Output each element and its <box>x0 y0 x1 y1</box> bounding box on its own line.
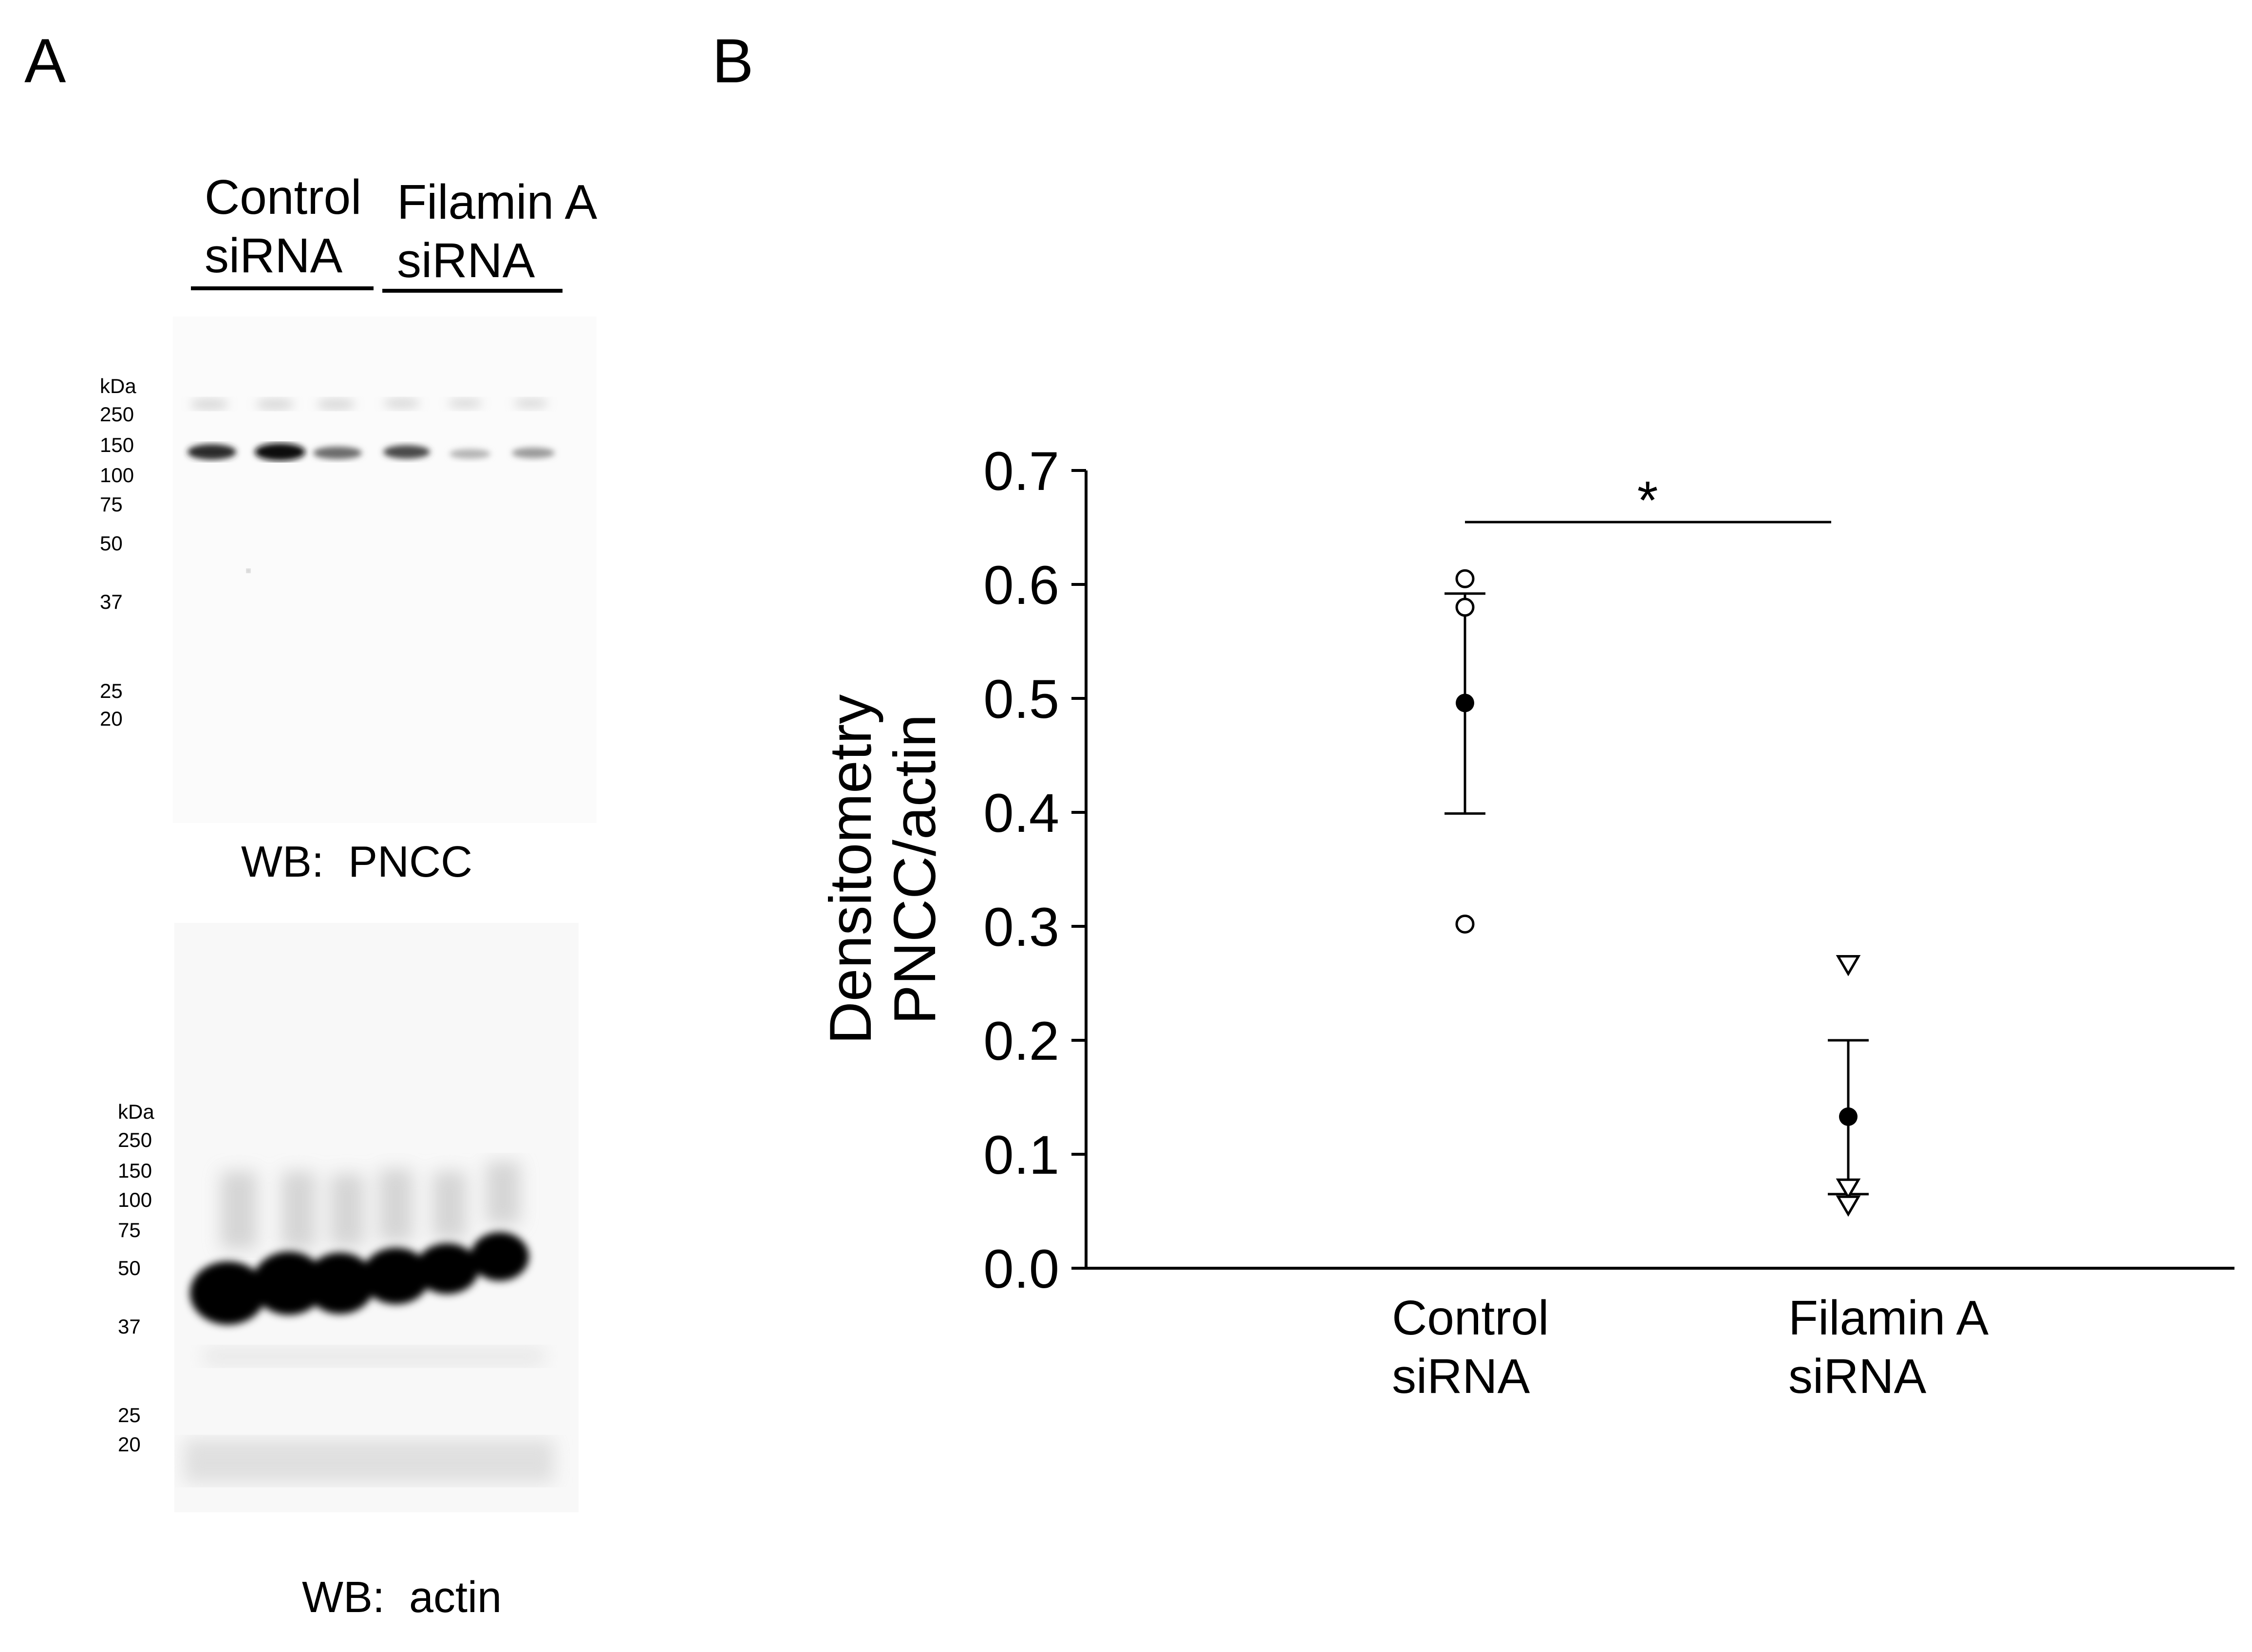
pncc-caption: WB: PNCC <box>241 838 473 886</box>
actin-marker-20: 20 <box>118 1433 141 1456</box>
actin-marker-unit: kDa <box>118 1100 154 1123</box>
actin-marker-75: 75 <box>118 1219 141 1241</box>
significance-star: * <box>1637 470 1658 530</box>
lane-underline-filamin <box>382 289 563 293</box>
blot-panel: Control siRNA Filamin A siRNA <box>0 0 682 1652</box>
actin-marker-150: 150 <box>118 1159 152 1182</box>
pncc-marker-25: 25 <box>100 679 123 702</box>
mean-marker <box>1456 694 1474 713</box>
y-tick-label: 0.1 <box>983 1125 1059 1185</box>
lane-label-control-line1: Control <box>205 170 362 225</box>
actin-caption: WB: actin <box>302 1573 502 1622</box>
y-tick-label: 0.0 <box>983 1239 1059 1299</box>
lane-underline-control <box>191 286 374 290</box>
pncc-marker-37: 37 <box>100 590 123 613</box>
data-point-circle <box>1455 598 1475 617</box>
actin-marker-50: 50 <box>118 1257 141 1279</box>
y-tick-label: 0.4 <box>983 783 1059 844</box>
data-point-triangle <box>1836 1178 1861 1200</box>
y-tick-label: 0.5 <box>983 669 1059 730</box>
actin-blot-svg <box>174 923 579 1512</box>
pncc-marker-20: 20 <box>100 707 123 730</box>
lane-label-filamin-line2: siRNA <box>397 233 535 288</box>
x-category-label-line1: Filamin A <box>1788 1291 1989 1345</box>
lane-label-filamin-line1: Filamin A <box>397 175 598 229</box>
panel-letter-a: A <box>24 26 66 96</box>
lane-label-filamin: Filamin A siRNA <box>397 173 597 290</box>
data-point-circle <box>1455 914 1475 934</box>
y-tick-label: 0.6 <box>983 555 1059 616</box>
panel-letter-b: B <box>712 26 754 96</box>
chart-axes <box>1085 470 2234 1270</box>
pncc-marker-50: 50 <box>100 532 123 555</box>
actin-marker-250: 250 <box>118 1128 152 1151</box>
pncc-marker-75: 75 <box>100 493 123 516</box>
data-point-triangle <box>1836 1195 1861 1217</box>
y-tick-label: 0.3 <box>983 897 1059 957</box>
x-category-label-line1: Control <box>1392 1291 1549 1345</box>
pncc-marker-unit: kDa <box>100 375 136 397</box>
data-point-circle <box>1455 569 1475 588</box>
pncc-blot-svg <box>173 317 597 823</box>
pncc-marker-150: 150 <box>100 433 134 456</box>
actin-marker-25: 25 <box>118 1404 141 1427</box>
y-tick-label: 0.2 <box>983 1011 1059 1071</box>
y-ticks: 0.0 0.1 0.2 0.3 0.4 0.5 0.6 0.7 <box>983 441 1086 1299</box>
data-point-triangle <box>1836 955 1861 976</box>
lane-label-control: Control siRNA <box>205 168 361 285</box>
pncc-marker-250: 250 <box>100 403 134 426</box>
pncc-blot-image <box>173 317 597 823</box>
y-tick-label: 0.7 <box>983 441 1059 502</box>
x-category-label-line2: siRNA <box>1788 1349 1927 1404</box>
y-axis-label-line1: Densitometry <box>817 695 883 1045</box>
actin-blot-image <box>174 923 579 1512</box>
lane-label-control-line2: siRNA <box>205 228 343 283</box>
significance-annotation: * <box>1465 470 1831 530</box>
chart-data-marks <box>1445 569 1869 1217</box>
mean-marker <box>1839 1107 1858 1126</box>
actin-marker-37: 37 <box>118 1315 141 1338</box>
pncc-marker-100: 100 <box>100 464 134 487</box>
x-category-label-line2: siRNA <box>1392 1349 1530 1404</box>
y-axis-label-line2: PNCC/actin <box>882 714 948 1024</box>
actin-marker-100: 100 <box>118 1188 152 1211</box>
